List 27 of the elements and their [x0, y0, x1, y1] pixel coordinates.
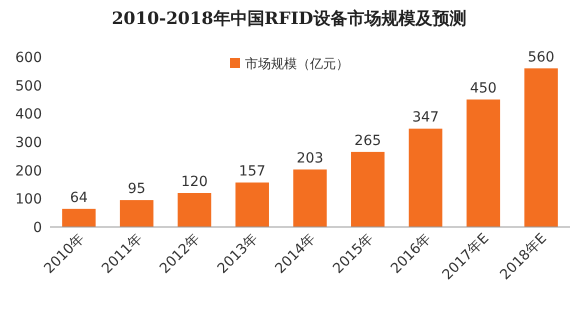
legend-label: 市场规模（亿元） — [245, 57, 349, 72]
bar — [293, 169, 327, 227]
bar — [178, 193, 212, 227]
y-tick-label: 0 — [33, 220, 42, 236]
bar — [466, 100, 500, 227]
data-label: 560 — [528, 49, 554, 66]
bar — [408, 128, 442, 227]
data-label: 120 — [181, 174, 208, 190]
bar — [524, 68, 558, 227]
data-label: 95 — [128, 181, 146, 198]
data-label: 450 — [470, 80, 497, 96]
y-tick-label: 100 — [15, 192, 42, 208]
y-tick-label: 400 — [15, 106, 42, 123]
y-tick-label: 500 — [15, 78, 42, 94]
y-tick-label: 300 — [15, 135, 42, 151]
data-label: 157 — [238, 164, 266, 180]
data-label: 347 — [412, 110, 439, 126]
bar — [120, 200, 154, 227]
y-tick-label: 200 — [15, 163, 42, 180]
bar — [235, 182, 269, 227]
bar — [62, 208, 96, 227]
y-tick-label: 600 — [15, 50, 42, 66]
chart-title: 2010-2018年中国RFID设备市场规模及预测 — [112, 9, 466, 29]
data-label: 203 — [296, 150, 324, 166]
bar — [351, 152, 385, 227]
data-label: 265 — [354, 132, 382, 149]
data-label: 64 — [70, 190, 88, 206]
